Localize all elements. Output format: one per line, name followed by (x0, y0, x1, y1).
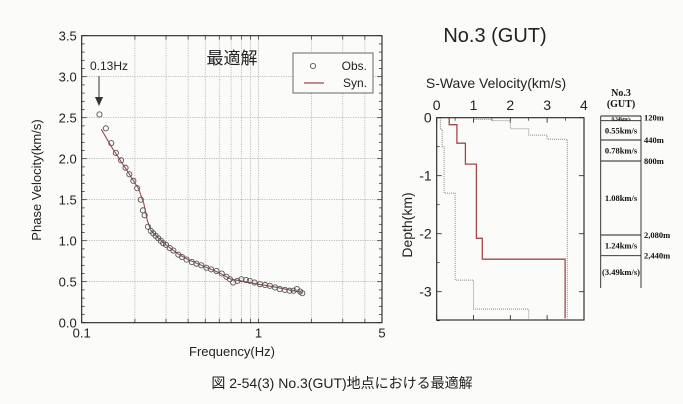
obs-point (218, 270, 225, 277)
y-tick-label: 0.5 (59, 275, 77, 290)
obs-point (242, 277, 250, 284)
best-velocity-line (448, 117, 566, 319)
obs-point (134, 185, 141, 192)
obs-point (198, 262, 205, 269)
x-tick-label: 0.1 (73, 326, 91, 341)
x-tick-label: 4 (580, 97, 588, 113)
obs-point (126, 171, 133, 178)
layer-velocity: 1.08km/s (605, 193, 638, 203)
obs-point (137, 196, 144, 203)
layer-depth: 2,440m (644, 251, 670, 261)
lower-velocity-line (439, 117, 530, 319)
obs-point (213, 267, 220, 275)
obs-point (102, 125, 109, 132)
annotation-label: 0.13Hz (90, 59, 128, 73)
column-header-1: No.3 (611, 88, 631, 99)
plot-frame (436, 117, 585, 321)
s-wave-profile-chart: S-Wave Velocity(km/s) Depth(km) 0 1 2 3 4 0 -1… (399, 75, 588, 322)
layer-depth: 800m (644, 156, 664, 166)
x-axis-label: Frequency(Hz) (189, 344, 275, 359)
obs-point (234, 277, 241, 284)
obs-point (108, 140, 115, 147)
x-tick-label: 0 (433, 97, 441, 113)
phase-velocity-chart: 0.0 0.5 1.0 1.5 2.0 2.5 3.0 3.5 0.1 1 5 最適解 Freque… (29, 29, 386, 359)
x-tick-label: 1 (470, 97, 478, 113)
y-tick-label: 3.0 (59, 70, 77, 85)
obs-point (96, 111, 103, 118)
syn-series (100, 128, 303, 293)
obs-point (141, 212, 148, 219)
obs-point (226, 276, 234, 283)
obs-point (170, 247, 177, 254)
x-tick-label: 5 (378, 326, 385, 341)
obs-point (276, 286, 283, 293)
obs-point (286, 287, 293, 294)
upper-velocity-line (473, 117, 568, 319)
obs-point (208, 266, 215, 273)
x-tick-label: 2 (506, 97, 514, 113)
legend-obs: Obs. (342, 59, 367, 73)
layer-velocity: 0.34km/s (611, 117, 630, 122)
x-tick-label: 3 (543, 97, 551, 113)
y-tick-label: -2 (419, 226, 432, 242)
y-axis-label: Phase Velocity(km/s) (29, 119, 44, 240)
legend-syn: Syn. (343, 76, 367, 90)
y-tick-label: 0.0 (59, 316, 77, 331)
depth-axis-label: Depth(km) (399, 192, 415, 257)
layer-depth: 120m (644, 113, 664, 123)
x-tick-label: 1 (255, 326, 262, 341)
obs-point (238, 276, 245, 283)
obs-legend-marker (309, 62, 317, 70)
layer-velocity: 0.78km/s (605, 146, 638, 156)
obs-point (122, 164, 129, 171)
y-tick-label: 3.5 (59, 29, 77, 44)
obs-point (144, 223, 151, 230)
velocity-lines (439, 117, 568, 319)
plot-frame (81, 35, 383, 324)
y-tick-label: 1.5 (59, 193, 77, 208)
axis-ticks: 0.0 0.5 1.0 1.5 2.0 2.5 3.0 3.5 0.1 1 5 (59, 29, 386, 341)
chart-title: 最適解 (207, 49, 258, 68)
layer-velocity: 1.24km/s (605, 240, 638, 250)
y-tick-label: 0 (424, 110, 432, 126)
obs-point (251, 279, 258, 286)
obs-point (290, 287, 297, 294)
obs-point (118, 157, 125, 164)
layer-column: No.3 (GUT) 0.34km/s 120m 0.55km/s 440m 0.78k… (600, 88, 670, 288)
obs-point (162, 241, 170, 248)
y-tick-label: 2.0 (59, 152, 77, 167)
layer-depth: 2,080m (644, 230, 670, 240)
obs-point (299, 290, 306, 297)
profile-title: S-Wave Velocity(km/s) (426, 75, 566, 91)
layer-depth: 440m (644, 135, 664, 145)
y-tick-label: -1 (419, 168, 432, 184)
obs-point (112, 149, 119, 157)
column-header-2: (GUT) (607, 99, 635, 110)
layer-velocity: 0.55km/s (605, 125, 638, 135)
y-tick-label: 2.5 (59, 111, 77, 126)
y-tick-label: -3 (419, 284, 432, 300)
axis-ticks: 0 1 2 3 4 0 -1 -2 -3 (419, 97, 588, 322)
y-tick-label: 1.0 (59, 234, 77, 249)
figure-caption: 図 2-54(3) No.3(GUT)地点における最適解 (211, 375, 472, 391)
arrow-icon (95, 76, 103, 106)
legend: Obs. Syn. (292, 52, 374, 94)
figure-title: No.3 (GUT) (443, 25, 546, 47)
syn-line (100, 128, 303, 293)
obs-point (183, 256, 190, 263)
layer-velocity: (3.49km/s) (602, 267, 640, 277)
obs-point (179, 254, 186, 261)
obs-series (96, 111, 306, 297)
obs-point (130, 177, 137, 184)
